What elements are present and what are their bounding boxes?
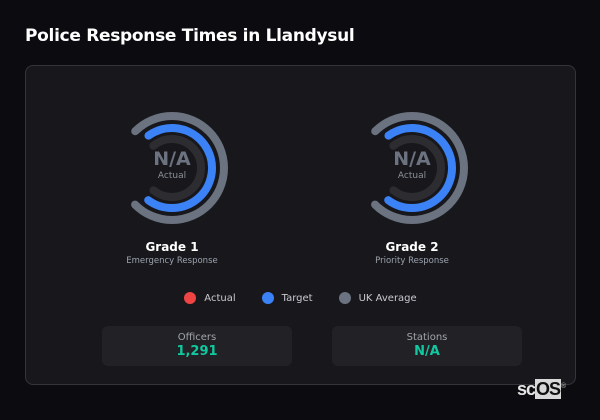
uk-average-dot-icon	[338, 292, 351, 304]
legend: Actual Target UK Average	[26, 292, 575, 304]
gauge-grade-2: N/A Actual Grade 2 Priority Response	[342, 106, 482, 266]
uk-average-arc	[115, 111, 228, 224]
stat-stations: Stations N/A	[332, 326, 522, 366]
dashboard-card: N/A Actual Grade 1 Emergency Response N/…	[25, 65, 576, 385]
actual-track	[379, 135, 445, 201]
gauge-grade-1: N/A Actual Grade 1 Emergency Response	[102, 106, 242, 266]
actual-value: N/A	[393, 148, 431, 170]
grade-description: Priority Response	[375, 256, 449, 266]
scos-logo: scOS®	[517, 379, 566, 399]
gauge-rings	[356, 111, 468, 224]
actual-value: N/A	[153, 148, 191, 170]
stat-officers: Officers 1,291	[102, 326, 292, 366]
stat-label: Officers	[177, 332, 217, 343]
legend-label: Actual	[204, 292, 236, 304]
actual-dot-icon	[184, 292, 197, 304]
uk-average-arc	[356, 111, 468, 224]
legend-item-uk-average: UK Average	[338, 292, 417, 304]
grade-label: Grade 2	[385, 240, 439, 254]
legend-item-actual: Actual	[184, 292, 236, 304]
grade-label: Grade 1	[145, 240, 199, 254]
legend-label: UK Average	[358, 292, 417, 304]
stat-value: 1,291	[176, 344, 218, 359]
actual-label: Actual	[157, 171, 187, 181]
legend-label: Target	[281, 292, 313, 304]
target-arc	[368, 124, 456, 212]
actual-label: Actual	[397, 171, 427, 181]
target-dot-icon	[261, 292, 274, 304]
page-title: Police Response Times in Llandysul	[25, 26, 355, 46]
actual-track	[139, 135, 205, 201]
legend-item-target: Target	[261, 292, 313, 304]
target-arc	[128, 124, 216, 212]
grade-description: Emergency Response	[126, 256, 218, 266]
stat-label: Stations	[406, 332, 448, 343]
gauge-rings	[115, 111, 228, 224]
stat-value: N/A	[414, 344, 440, 359]
